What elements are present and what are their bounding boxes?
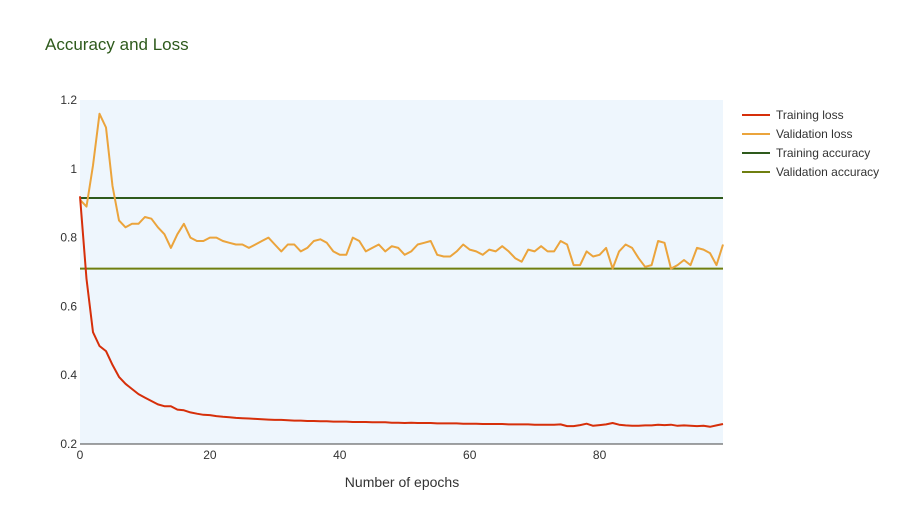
y-tick-label: 1.2 <box>60 93 77 107</box>
x-tick-label: 40 <box>333 448 347 462</box>
chart-title: Accuracy and Loss <box>45 35 189 54</box>
y-axis-ticks: 0.2 0.4 0.6 0.8 1 1.2 <box>60 93 77 451</box>
legend-label: Training loss <box>776 108 844 122</box>
x-tick-label: 0 <box>77 448 84 462</box>
x-tick-label: 20 <box>203 448 217 462</box>
y-tick-label: 0.6 <box>60 299 77 313</box>
legend-item[interactable]: Validation accuracy <box>742 165 879 179</box>
y-tick-label: 0.4 <box>60 368 77 382</box>
legend-label: Validation accuracy <box>776 165 879 179</box>
y-tick-label: 0.2 <box>60 437 77 451</box>
legend-label: Validation loss <box>776 127 853 141</box>
legend-label: Training accuracy <box>776 146 870 160</box>
legend-item[interactable]: Validation loss <box>742 127 853 141</box>
x-axis-label: Number of epochs <box>345 474 459 490</box>
training-loss-line <box>79 196 724 428</box>
plot-area <box>80 100 723 444</box>
x-tick-label: 60 <box>463 448 477 462</box>
legend-item[interactable]: Training accuracy <box>742 146 870 160</box>
x-tick-label: 80 <box>593 448 607 462</box>
validation-loss-line <box>79 112 724 270</box>
legend: Training loss Validation loss Training acc… <box>742 108 879 179</box>
y-tick-label: 1 <box>70 162 77 176</box>
y-tick-label: 0.8 <box>60 231 77 245</box>
x-axis-ticks: 0 20 40 60 80 <box>77 448 607 462</box>
series-layer <box>79 112 724 428</box>
legend-item[interactable]: Training loss <box>742 108 844 122</box>
